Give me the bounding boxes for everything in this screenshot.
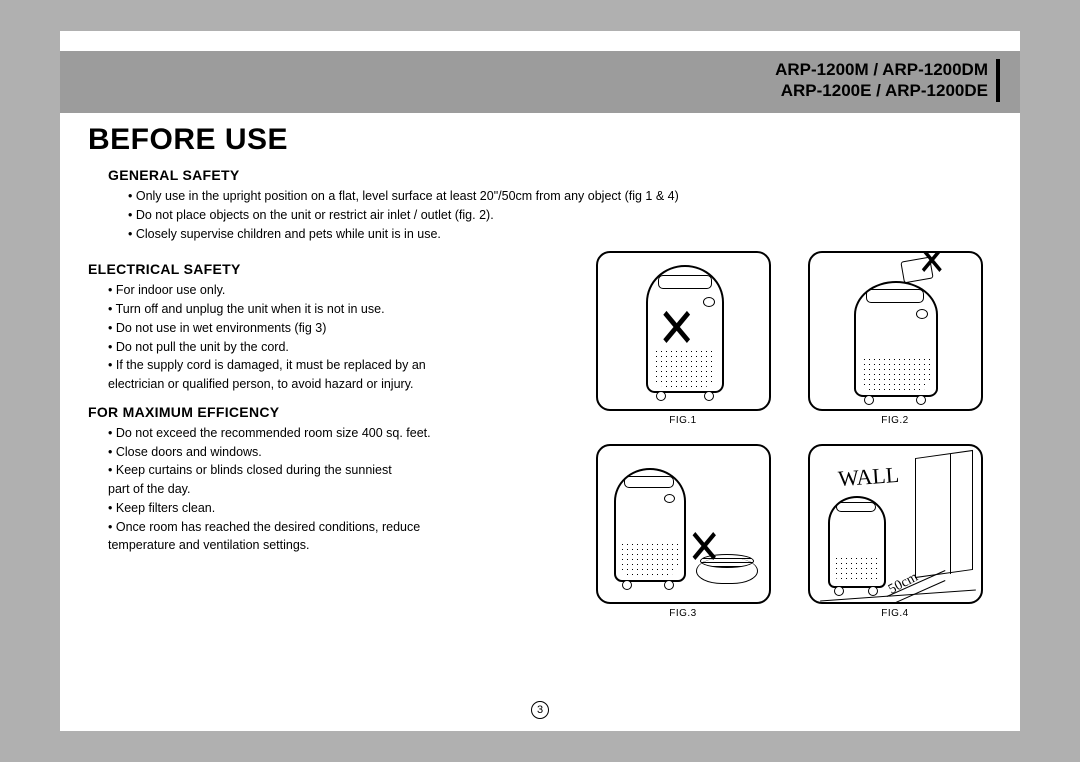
figure-1-label: FIG.1: [586, 415, 780, 426]
list-electrical-safety: For indoor use only. Turn off and unplug…: [108, 281, 568, 394]
list-item: electrician or qualified person, to avoi…: [108, 375, 568, 394]
left-column: ELECTRICAL SAFETY For indoor use only. T…: [88, 251, 568, 619]
figure-2-illustration: ✕: [808, 251, 983, 411]
heading-max-efficiency: FOR MAXIMUM EFFICENCY: [88, 404, 568, 420]
list-item: Keep curtains or blinds closed during th…: [108, 461, 568, 480]
list-item: Closely supervise children and pets whil…: [128, 225, 992, 244]
list-item: Turn off and unplug the unit when it is …: [108, 300, 568, 319]
list-item: Do not use in wet environments (fig 3): [108, 319, 568, 338]
page-title: BEFORE USE: [88, 123, 992, 157]
figure-3: ✕ FIG.3: [586, 444, 780, 619]
list-item: Keep filters clean.: [108, 499, 568, 518]
model-line-2: ARP-1200E / ARP-1200DE: [775, 80, 988, 101]
figure-grid: ✕ FIG.1: [586, 251, 992, 619]
list-item: Only use in the upright position on a fl…: [128, 187, 992, 206]
two-column-region: ELECTRICAL SAFETY For indoor use only. T…: [88, 251, 992, 619]
list-general-safety: Only use in the upright position on a fl…: [128, 187, 992, 243]
figure-1-illustration: ✕: [596, 251, 771, 411]
figure-4-illustration: WALL 50cm: [808, 444, 983, 604]
figure-3-illustration: ✕: [596, 444, 771, 604]
figure-4: WALL 50cm FIG.4: [798, 444, 992, 619]
wall-label: WALL: [837, 462, 900, 492]
list-item: Do not pull the unit by the cord.: [108, 338, 568, 357]
figure-3-label: FIG.3: [586, 608, 780, 619]
heading-electrical-safety: ELECTRICAL SAFETY: [88, 261, 568, 277]
list-max-efficiency: Do not exceed the recommended room size …: [108, 424, 568, 555]
list-item: For indoor use only.: [108, 281, 568, 300]
header-bar: ARP-1200M / ARP-1200DM ARP-1200E / ARP-1…: [60, 51, 1020, 113]
heading-general-safety: GENERAL SAFETY: [108, 167, 992, 183]
model-line-1: ARP-1200M / ARP-1200DM: [775, 59, 988, 80]
figure-1: ✕ FIG.1: [586, 251, 780, 426]
manual-page: ARP-1200M / ARP-1200DM ARP-1200E / ARP-1…: [60, 31, 1020, 731]
figure-2-label: FIG.2: [798, 415, 992, 426]
list-item: Once room has reached the desired condit…: [108, 518, 568, 537]
list-item: Do not exceed the recommended room size …: [108, 424, 568, 443]
list-item: If the supply cord is damaged, it must b…: [108, 356, 568, 375]
list-item: part of the day.: [108, 480, 568, 499]
content-area: BEFORE USE GENERAL SAFETY Only use in th…: [88, 123, 992, 711]
figure-2: ✕ FIG.2: [798, 251, 992, 426]
figures-column: ✕ FIG.1: [586, 251, 992, 619]
list-item: temperature and ventilation settings.: [108, 536, 568, 555]
model-number-block: ARP-1200M / ARP-1200DM ARP-1200E / ARP-1…: [775, 59, 1000, 102]
list-item: Close doors and windows.: [108, 443, 568, 462]
list-item: Do not place objects on the unit or rest…: [128, 206, 992, 225]
figure-4-label: FIG.4: [798, 608, 992, 619]
page-number: 3: [531, 701, 549, 719]
